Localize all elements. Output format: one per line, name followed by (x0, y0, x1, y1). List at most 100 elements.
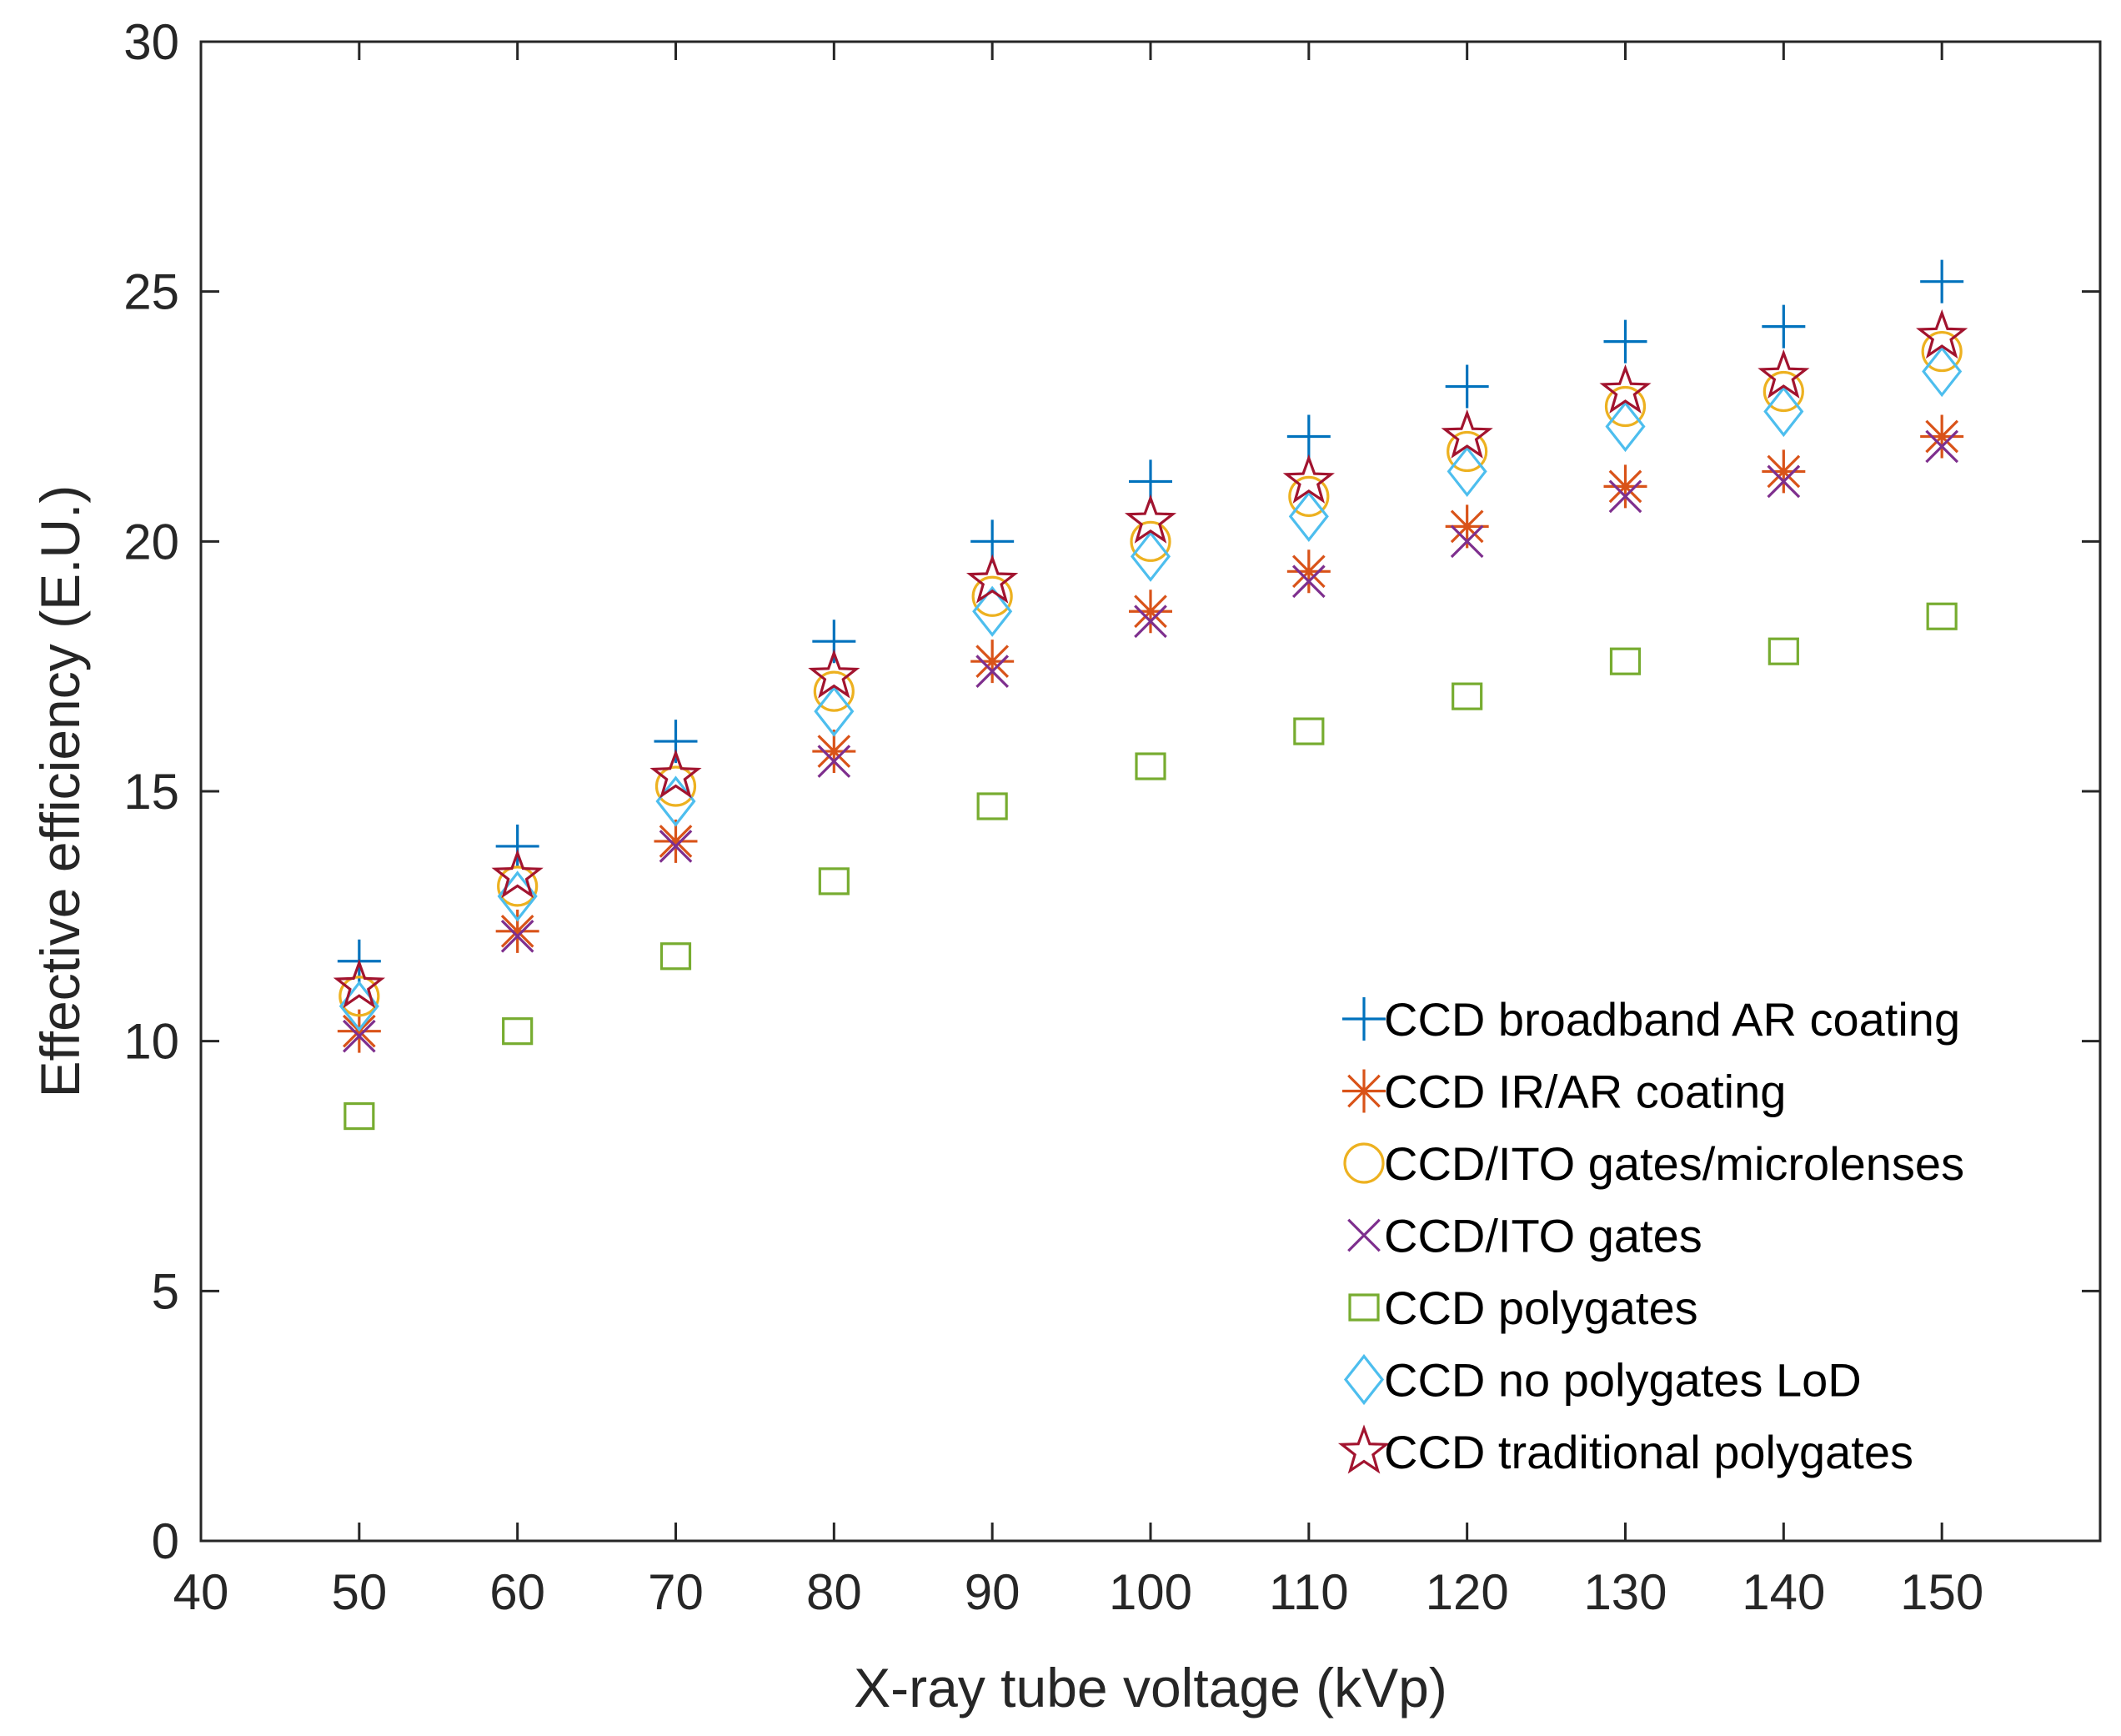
y-tick-label: 0 (152, 1513, 179, 1569)
data-point-x (659, 830, 693, 863)
y-tick-label: 30 (123, 14, 179, 70)
data-point-circle (1762, 370, 1804, 413)
data-point-asterisk (654, 819, 698, 863)
x-tick-label: 70 (648, 1564, 704, 1620)
data-point-square (1293, 717, 1325, 745)
data-point-plus (1920, 259, 1964, 304)
data-point-star (1916, 309, 1968, 359)
data-point-diamond (1447, 445, 1487, 498)
data-point-square (659, 942, 692, 971)
x-tick-label: 130 (1583, 1564, 1667, 1620)
series-star (333, 309, 1968, 1009)
data-point-star (1757, 349, 1810, 399)
data-point-circle (1130, 520, 1171, 562)
data-point-square (1609, 647, 1642, 675)
data-point-circle (1288, 475, 1330, 517)
y-tick-label: 20 (123, 514, 179, 569)
data-point-x (342, 1019, 376, 1053)
data-point-circle (1447, 430, 1488, 473)
data-point-star (1282, 454, 1335, 504)
data-point-star (1441, 409, 1493, 459)
data-point-diamond (1288, 490, 1329, 542)
series-square (343, 602, 1958, 1131)
data-point-asterisk (970, 640, 1015, 684)
legend-item: CCD/ITO gates/microlenses (1343, 1137, 1964, 1190)
legend: CCD broadband AR coating CCD IR/AR coatin… (1337, 993, 1964, 1478)
data-point-circle (654, 765, 697, 807)
legend-label: CCD/ITO gates (1384, 1210, 1702, 1262)
data-point-circle (813, 670, 855, 712)
data-point-asterisk (1445, 504, 1489, 549)
data-point-x (1450, 524, 1484, 559)
data-point-plus (1286, 414, 1331, 459)
data-point-x (1291, 564, 1326, 599)
data-point-asterisk (1920, 414, 1964, 459)
y-tick-label: 10 (123, 1014, 179, 1070)
legend-item: CCD traditional polygates (1337, 1424, 1913, 1478)
legend-marker-square (1348, 1293, 1380, 1322)
series-circle (338, 330, 1963, 1017)
x-tick-label: 40 (173, 1564, 229, 1620)
y-tick-label: 15 (123, 764, 179, 820)
legend-marker-diamond (1343, 1353, 1385, 1406)
data-point-square (976, 792, 1008, 820)
data-point-star (649, 749, 702, 799)
data-point-asterisk (812, 730, 856, 774)
data-point-x (1925, 429, 1959, 464)
data-point-circle (1921, 330, 1963, 373)
data-point-x (500, 919, 534, 953)
data-point-circle (338, 976, 380, 1017)
legend-item: CCD/ITO gates (1347, 1210, 1702, 1262)
legend-item: CCD broadband AR coating (1342, 993, 1960, 1046)
data-point-diamond (814, 685, 855, 737)
data-points (333, 259, 1968, 1131)
data-point-asterisk (1129, 590, 1172, 634)
legend-label: CCD broadband AR coating (1384, 993, 1960, 1046)
data-point-square (1768, 637, 1799, 665)
legend-marker-x (1347, 1218, 1381, 1252)
data-point-star (333, 958, 385, 1009)
x-tick-label: 100 (1109, 1564, 1192, 1620)
data-point-diamond (972, 585, 1013, 637)
data-point-plus (1603, 319, 1647, 364)
legend-item: CCD polygates (1348, 1282, 1698, 1334)
data-point-x (1608, 479, 1642, 514)
data-point-asterisk (1762, 449, 1806, 494)
legend-marker-star (1337, 1424, 1391, 1474)
data-point-x (1134, 605, 1167, 639)
legend-marker-plus (1342, 997, 1386, 1041)
data-point-star (966, 554, 1019, 604)
legend-label: CCD/ITO gates/microlenses (1384, 1137, 1964, 1190)
x-tick-label: 140 (1742, 1564, 1825, 1620)
data-point-diamond (1763, 385, 1804, 438)
data-point-x (1767, 464, 1801, 499)
data-point-x (975, 655, 1010, 689)
x-tick-label: 60 (489, 1564, 545, 1620)
legend-item: CCD IR/AR coating (1342, 1066, 1786, 1118)
data-point-star (1599, 364, 1652, 414)
data-point-asterisk (495, 909, 539, 953)
x-tick-label: 50 (331, 1564, 387, 1620)
legend-label: CCD IR/AR coating (1384, 1066, 1786, 1118)
y-tick-label: 5 (152, 1263, 179, 1319)
legend-marker-asterisk (1342, 1069, 1386, 1113)
data-point-asterisk (1286, 549, 1331, 594)
data-point-circle (971, 575, 1013, 617)
data-point-square (1135, 752, 1166, 780)
data-point-star (1124, 494, 1177, 544)
data-point-star (808, 649, 860, 699)
data-point-plus (1762, 304, 1806, 349)
data-point-square (343, 1101, 375, 1131)
data-point-x (817, 745, 851, 778)
legend-label: CCD polygates (1384, 1282, 1698, 1334)
legend-item: CCD no polygates LoD (1343, 1353, 1862, 1407)
axes: 40 50 60 70 80 90 100 110 120 130 140 150 0 5 10 15 20 25… (123, 14, 2102, 1620)
x-tick-label: 90 (965, 1564, 1020, 1620)
legend-marker-circle (1343, 1142, 1385, 1184)
data-point-diamond (1605, 400, 1646, 453)
data-point-asterisk (1603, 464, 1647, 509)
legend-label: CCD traditional polygates (1384, 1426, 1913, 1478)
data-point-plus (1445, 364, 1489, 409)
